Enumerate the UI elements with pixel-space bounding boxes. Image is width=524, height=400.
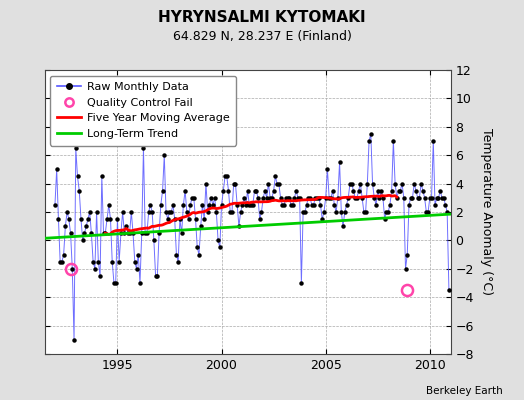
Legend: Raw Monthly Data, Quality Control Fail, Five Year Moving Average, Long-Term Tren: Raw Monthly Data, Quality Control Fail, … — [50, 76, 236, 146]
Text: HYRYNSALMI KYTOMAKI: HYRYNSALMI KYTOMAKI — [158, 10, 366, 25]
Text: Berkeley Earth: Berkeley Earth — [427, 386, 503, 396]
Text: 64.829 N, 28.237 E (Finland): 64.829 N, 28.237 E (Finland) — [172, 30, 352, 43]
Y-axis label: Temperature Anomaly (°C): Temperature Anomaly (°C) — [481, 128, 494, 296]
